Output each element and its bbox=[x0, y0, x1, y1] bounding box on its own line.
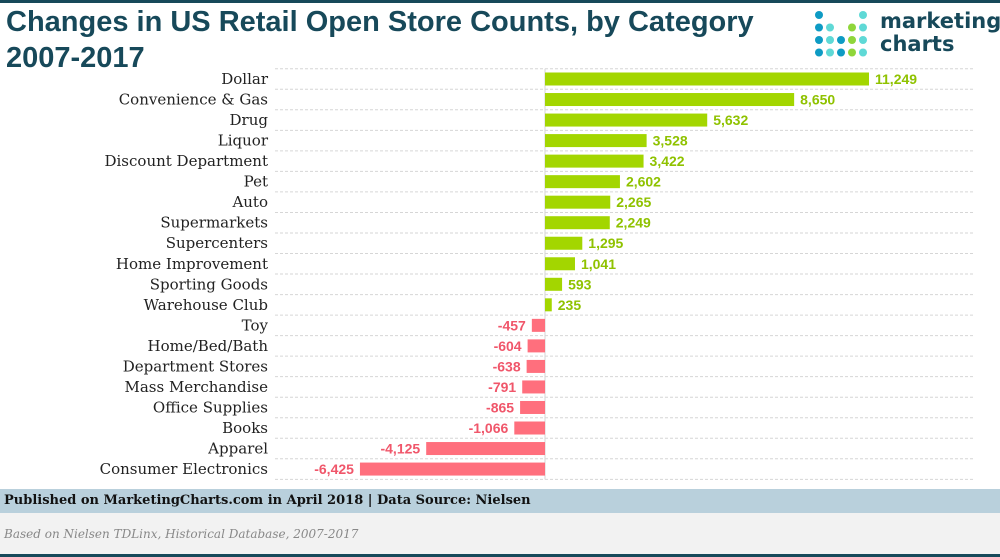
bar bbox=[545, 154, 644, 168]
footer-note: Based on Nielsen TDLinx, Historical Data… bbox=[0, 513, 1000, 554]
category-label: Mass Merchandise bbox=[124, 378, 268, 396]
logo-line1: marketing bbox=[880, 9, 1000, 33]
bar bbox=[545, 298, 552, 312]
category-label: Supercenters bbox=[166, 234, 268, 252]
logo-dot bbox=[826, 36, 834, 44]
category-label: Auto bbox=[231, 193, 268, 211]
data-label: 5,632 bbox=[713, 112, 748, 128]
logo-dot bbox=[859, 11, 867, 19]
logo-dot bbox=[859, 23, 867, 32]
data-label: -1,066 bbox=[469, 420, 509, 436]
bar bbox=[426, 442, 545, 456]
category-label: Books bbox=[222, 419, 268, 437]
bar bbox=[545, 277, 563, 291]
data-label: -604 bbox=[494, 338, 522, 354]
data-label: -791 bbox=[488, 379, 516, 395]
bar bbox=[514, 421, 545, 435]
bar-chart: Dollar 11,249 Convenience & Gas 8,650 Drug 5,… bbox=[100, 68, 975, 480]
data-label: 1,041 bbox=[581, 256, 616, 272]
data-label: -638 bbox=[493, 358, 521, 374]
category-label: Pet bbox=[244, 173, 268, 191]
logo-dot bbox=[837, 36, 845, 44]
bar bbox=[520, 400, 545, 414]
logo-text: marketing charts bbox=[880, 10, 1000, 56]
bar bbox=[545, 195, 611, 209]
data-label: -457 bbox=[498, 317, 526, 333]
logo-dot bbox=[815, 11, 823, 19]
bar bbox=[545, 236, 583, 250]
bar bbox=[545, 93, 795, 107]
category-label: Office Supplies bbox=[153, 398, 268, 416]
data-label: 2,249 bbox=[616, 215, 651, 231]
data-label: 8,650 bbox=[800, 92, 835, 108]
category-label: Drug bbox=[230, 111, 269, 129]
bottom-border bbox=[0, 554, 1000, 557]
category-label: Liquor bbox=[218, 132, 269, 150]
logo-dot bbox=[826, 48, 834, 57]
data-label: 2,265 bbox=[616, 194, 651, 210]
bar bbox=[526, 359, 545, 373]
chart-title: Changes in US Retail Open Store Counts, … bbox=[6, 6, 754, 74]
logo-dot bbox=[815, 23, 823, 32]
logo-dot bbox=[859, 36, 867, 44]
logo-dot bbox=[859, 48, 867, 57]
data-label: -6,425 bbox=[314, 461, 354, 477]
data-label: 3,422 bbox=[650, 153, 685, 169]
note-text: Based on Nielsen TDLinx, Historical Data… bbox=[4, 527, 359, 541]
category-label: Discount Department bbox=[104, 152, 268, 170]
bar bbox=[522, 380, 545, 394]
logo-dot bbox=[848, 23, 856, 32]
bar bbox=[545, 72, 869, 86]
published-text: Published on MarketingCharts.com in Apri… bbox=[4, 493, 531, 508]
bar bbox=[545, 113, 708, 127]
logo-dot bbox=[848, 48, 856, 57]
data-label: 593 bbox=[568, 276, 592, 292]
logo-dot bbox=[848, 36, 856, 44]
category-label: Home Improvement bbox=[116, 255, 268, 273]
category-label: Sporting Goods bbox=[150, 275, 268, 293]
logo-dot bbox=[815, 48, 823, 57]
bar bbox=[545, 257, 575, 271]
category-label: Apparel bbox=[207, 440, 268, 458]
data-label: 1,295 bbox=[588, 235, 623, 251]
data-label: 2,602 bbox=[626, 174, 661, 190]
category-label: Convenience & Gas bbox=[119, 91, 268, 109]
top-border bbox=[0, 0, 1000, 3]
data-label: -865 bbox=[486, 399, 514, 415]
bar bbox=[531, 318, 545, 332]
logo-dot bbox=[837, 48, 845, 57]
category-label: Dollar bbox=[221, 70, 269, 88]
category-label: Department Stores bbox=[123, 357, 268, 375]
category-label: Supermarkets bbox=[160, 214, 268, 232]
bar bbox=[359, 462, 545, 476]
data-label: 3,528 bbox=[653, 133, 688, 149]
data-label: -4,125 bbox=[380, 441, 420, 457]
category-label: Consumer Electronics bbox=[100, 460, 268, 478]
data-label: 235 bbox=[558, 297, 582, 313]
category-label: Home/Bed/Bath bbox=[148, 337, 269, 355]
logo-dot bbox=[826, 23, 834, 32]
category-label: Warehouse Club bbox=[144, 296, 268, 314]
data-label: 11,249 bbox=[875, 71, 917, 87]
footer-published: Published on MarketingCharts.com in Apri… bbox=[0, 489, 1000, 513]
bar bbox=[545, 134, 647, 148]
logo-dots-icon bbox=[815, 11, 867, 57]
logo-line2: charts bbox=[880, 32, 955, 56]
bar bbox=[527, 339, 545, 353]
category-label: Toy bbox=[242, 316, 269, 334]
bar bbox=[545, 175, 620, 189]
bar bbox=[545, 216, 610, 230]
logo-dot bbox=[815, 36, 823, 44]
